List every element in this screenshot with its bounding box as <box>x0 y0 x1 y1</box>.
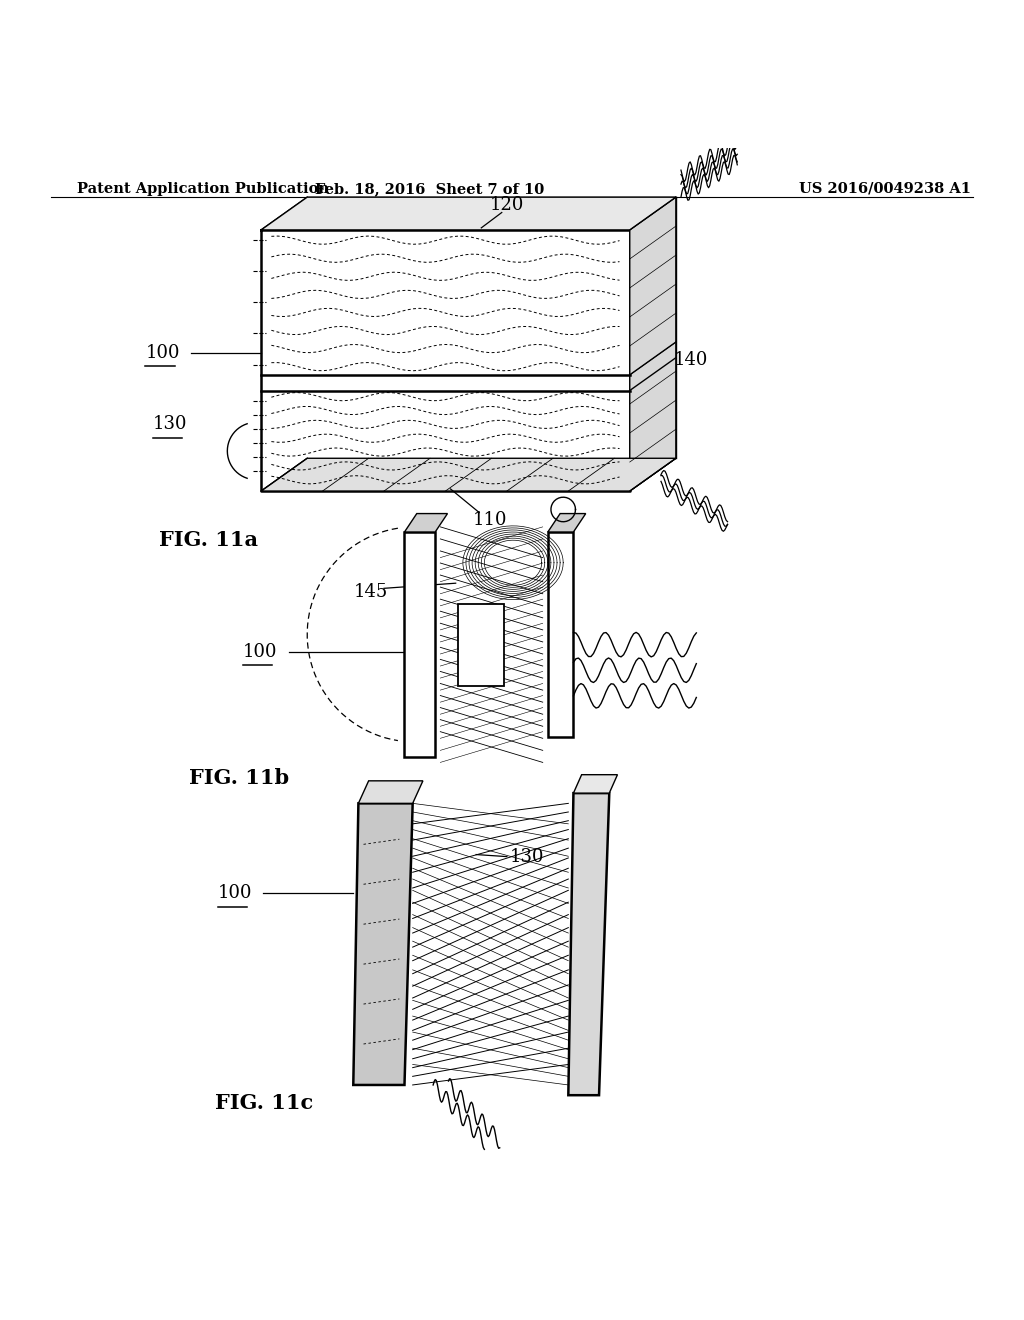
Text: 100: 100 <box>243 643 278 661</box>
Text: Patent Application Publication: Patent Application Publication <box>77 182 329 195</box>
Text: 120: 120 <box>489 197 524 214</box>
Text: FIG. 11c: FIG. 11c <box>215 1093 313 1113</box>
Polygon shape <box>261 197 676 230</box>
Polygon shape <box>404 532 435 758</box>
Text: FIG. 11a: FIG. 11a <box>159 529 258 550</box>
Text: 100: 100 <box>218 884 253 903</box>
Text: US 2016/0049238 A1: US 2016/0049238 A1 <box>799 182 971 195</box>
Text: FIG. 11b: FIG. 11b <box>189 767 290 788</box>
Polygon shape <box>404 513 447 532</box>
Polygon shape <box>548 532 573 737</box>
Text: 130: 130 <box>510 847 545 866</box>
Polygon shape <box>630 197 676 491</box>
Polygon shape <box>353 804 413 1085</box>
Text: 140: 140 <box>674 351 709 370</box>
Text: Feb. 18, 2016  Sheet 7 of 10: Feb. 18, 2016 Sheet 7 of 10 <box>315 182 545 195</box>
Polygon shape <box>548 513 586 532</box>
Polygon shape <box>261 458 676 491</box>
Text: 100: 100 <box>145 343 180 362</box>
Polygon shape <box>573 775 617 793</box>
Text: 130: 130 <box>153 416 187 433</box>
Polygon shape <box>458 603 504 685</box>
Polygon shape <box>358 781 423 804</box>
Polygon shape <box>568 793 609 1096</box>
Text: 110: 110 <box>473 511 508 529</box>
Text: 145: 145 <box>353 583 387 602</box>
